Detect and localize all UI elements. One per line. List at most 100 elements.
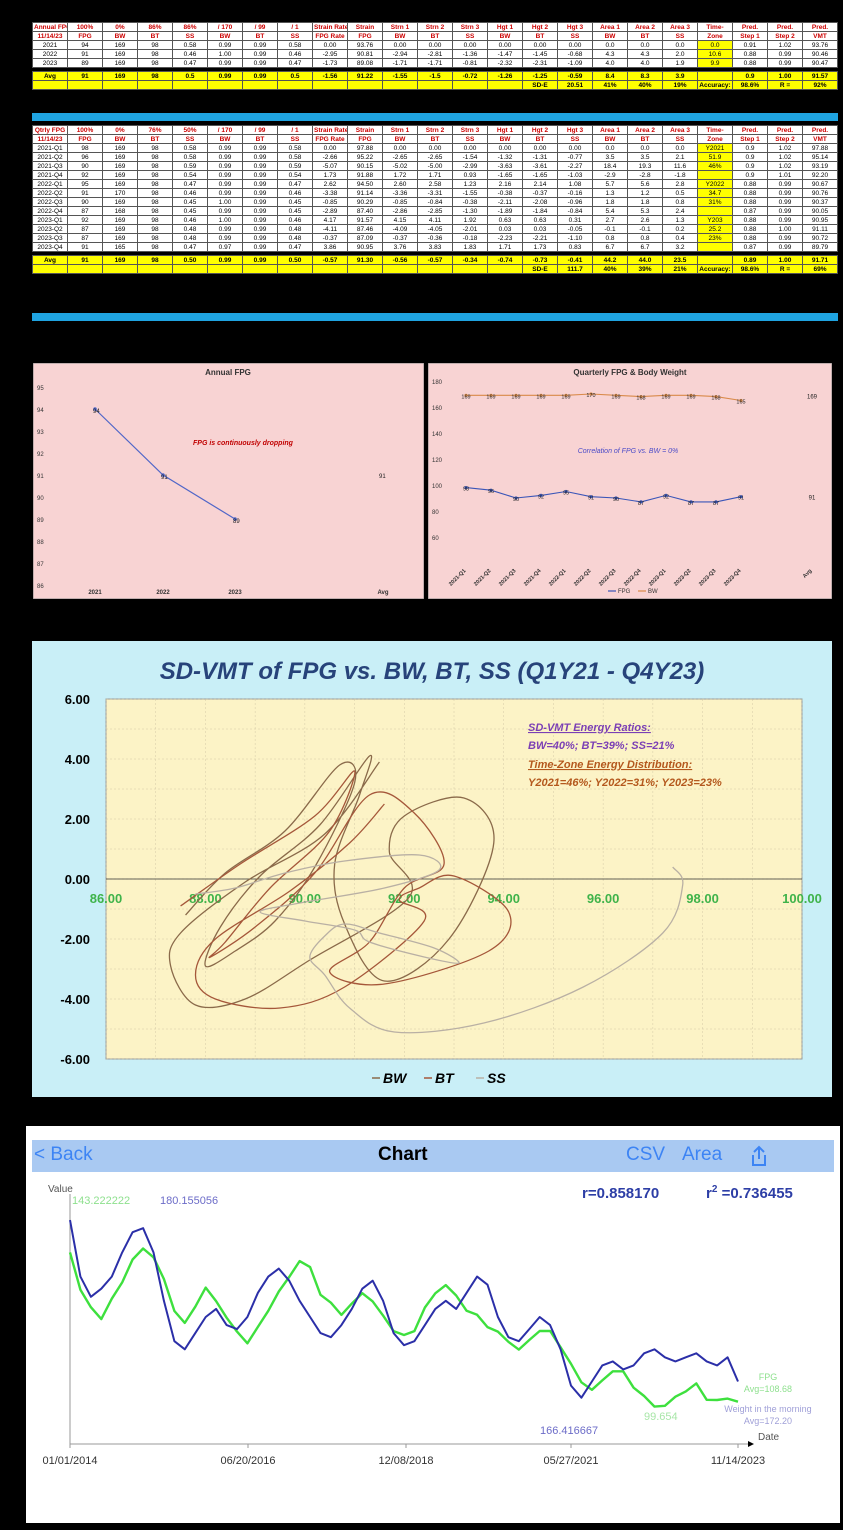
back-button[interactable]: < Back: [34, 1144, 93, 1165]
table-cell: -0.05: [557, 224, 593, 234]
table-row: 2022-Q4 87 168 98 0.45 0.99 0.99 0.45 -2.89 87.40…: [32, 206, 838, 216]
table-cell: Step 1: [732, 31, 768, 41]
table-cell: 0.99: [242, 143, 278, 153]
table-cell: [417, 80, 453, 90]
table-cell: -4.05: [417, 224, 453, 234]
table-cell: 0.03: [487, 224, 523, 234]
table-cell: 2.62: [312, 179, 348, 189]
table-cell: / 170: [207, 22, 243, 32]
table-cell: 8.4: [592, 71, 628, 81]
table-cell: 0.00: [312, 143, 348, 153]
table-cell: 5.4: [592, 206, 628, 216]
table-cell: Strn 3: [452, 125, 488, 135]
data-label: 169: [561, 394, 570, 400]
table-cell: 90.05: [802, 206, 838, 216]
x-tick-label: 2021: [88, 590, 102, 596]
data-label: 95: [563, 491, 569, 497]
table-cell: 90.15: [347, 161, 383, 171]
table-cell: Pred.: [767, 22, 803, 32]
table-cell: 94.50: [347, 179, 383, 189]
table-cell: Time-: [697, 22, 733, 32]
table-cell: 97.88: [802, 143, 838, 153]
table-cell: 0.9: [732, 161, 768, 171]
table-cell: BW: [382, 134, 418, 144]
data-label: 96: [488, 489, 494, 495]
data-label: 87: [713, 501, 719, 507]
table-cell: Annual FPG: [32, 22, 68, 32]
table-cell: Strn 1: [382, 22, 418, 32]
table-header-row: Qtrly FPG 100% 0% 76% 50%/ 170/ 99/ 1 Strain …: [32, 125, 838, 135]
table-cell: 0.99: [207, 233, 243, 243]
energy-ratios-text: BW=40%; BT=39%; SS=21%: [528, 740, 675, 752]
table-cell: -5.02: [382, 161, 418, 171]
table-cell: 87.40: [347, 206, 383, 216]
y-tick-label: 91: [37, 474, 44, 480]
table-cell: -2.89: [312, 206, 348, 216]
annual-fpg-chart: Annual FPG 86 87 88 89 90 91 92 93 94 95 2021 2022 20…: [33, 363, 424, 599]
table-cell: 0.00: [417, 143, 453, 153]
table-cell: 0.46: [172, 215, 208, 225]
y-tick-label: 89: [37, 518, 44, 524]
table-cell: 0.99: [207, 161, 243, 171]
table-cell: 90.81: [347, 49, 383, 59]
table-cell: SS: [277, 31, 313, 41]
table-cell: 1.01: [767, 170, 803, 180]
table-cell: -1.73: [312, 58, 348, 68]
table-cell: 90.76: [802, 188, 838, 198]
csv-button[interactable]: CSV: [626, 1144, 666, 1165]
data-point: [614, 393, 618, 397]
table-cell: 169: [102, 170, 138, 180]
table-cell: -0.37: [522, 188, 558, 198]
area-button[interactable]: Area: [682, 1144, 723, 1165]
table-cell: 98: [137, 58, 173, 68]
table-cell: 0.00: [382, 40, 418, 50]
table-cell: -1.45: [522, 49, 558, 59]
table-cell: 1.23: [452, 179, 488, 189]
table-cell: R =: [767, 264, 803, 274]
nav-bar: < Back Chart CSV Area: [32, 1140, 834, 1172]
table-cell: VMT: [802, 31, 838, 41]
table-cell: 0.47: [277, 58, 313, 68]
table-cell: 1.08: [557, 179, 593, 189]
table-cell: SS: [557, 31, 593, 41]
table-cell: -0.68: [557, 49, 593, 59]
table-cell: 98.6%: [732, 80, 768, 90]
table-cell: 91: [67, 71, 103, 81]
table-cell: 100%: [67, 22, 103, 32]
table-cell: -1.71: [417, 58, 453, 68]
table-cell: 2.14: [522, 179, 558, 189]
data-point: [539, 493, 543, 497]
table-cell: 0.99: [207, 224, 243, 234]
table-cell: 0.0: [627, 40, 663, 50]
table-cell: -1.31: [522, 152, 558, 162]
table-cell: 98: [137, 40, 173, 50]
y-tick-label: 80: [432, 510, 439, 516]
x-axis-label: Date: [758, 1432, 780, 1443]
table-cell: 2.6: [627, 215, 663, 225]
table-cell: 0.58: [172, 143, 208, 153]
table-cell: 169: [102, 49, 138, 59]
table-cell: 170: [102, 188, 138, 198]
table-cell: Strain Rate: [312, 22, 348, 32]
table-cell: 2.4: [662, 206, 698, 216]
legend-label: FPG: [618, 589, 631, 595]
table-cell: Avg: [32, 71, 68, 81]
table-cell: 94: [67, 40, 103, 50]
table-cell: 0.5: [662, 188, 698, 198]
data-point: [639, 500, 643, 504]
data-label: 169: [486, 394, 495, 400]
table-cell: BW: [487, 31, 523, 41]
table-spacer-cell: [32, 251, 838, 256]
share-icon[interactable]: [748, 1145, 770, 1167]
table-cell: 1.00: [767, 255, 803, 265]
table-cell: -3.38: [312, 188, 348, 198]
x-axis-arrow: [748, 1441, 754, 1447]
y-tick-label: 2.00: [65, 812, 90, 827]
table-cell: 98: [137, 143, 173, 153]
legend-label: BW: [648, 589, 658, 595]
table-cell: 98: [137, 215, 173, 225]
table-cell: 0.47: [172, 58, 208, 68]
table-cell: -3.61: [522, 161, 558, 171]
annual-fpg-table: Annual FPG 100% 0% 86% 86%/ 170/ 99/ 1 Strain…: [32, 22, 838, 90]
table-cell: 0.31: [557, 215, 593, 225]
